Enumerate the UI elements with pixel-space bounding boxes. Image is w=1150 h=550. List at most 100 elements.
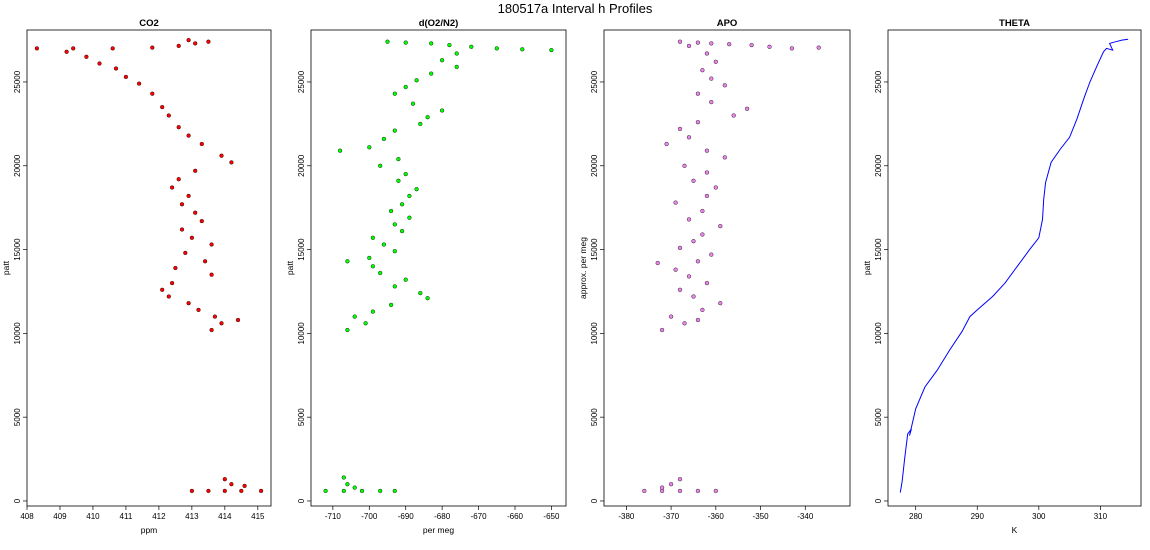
x-tick-label: 280 — [909, 512, 923, 521]
data-point — [709, 41, 714, 46]
data-point — [677, 477, 683, 482]
data-point — [345, 327, 350, 333]
data-point — [682, 163, 687, 168]
data-point — [403, 84, 408, 90]
data-point — [367, 145, 372, 150]
y-axis-label: patt — [1, 260, 11, 275]
data-point — [338, 148, 343, 153]
data-point — [199, 219, 204, 224]
data-point — [370, 235, 375, 240]
data-point — [179, 227, 185, 232]
data-point — [709, 76, 714, 81]
x-tick-label: -370 — [663, 512, 680, 521]
data-point — [209, 242, 214, 247]
data-point — [677, 488, 683, 493]
data-point — [686, 274, 692, 279]
x-tick-label: 413 — [185, 512, 199, 521]
data-point — [677, 245, 683, 250]
data-point — [655, 260, 660, 266]
data-point — [113, 66, 119, 71]
data-point — [392, 128, 397, 133]
data-point — [691, 178, 696, 183]
x-tick-label: 412 — [152, 512, 166, 521]
y-tick-label: 5000 — [590, 408, 599, 426]
data-point — [186, 193, 191, 198]
data-point — [700, 232, 705, 237]
x-tick-label: -340 — [797, 512, 814, 521]
data-point — [186, 133, 191, 138]
data-point — [673, 267, 678, 272]
x-tick-label: -650 — [543, 512, 560, 521]
data-point — [84, 54, 89, 59]
data-point — [520, 47, 525, 52]
y-tick-label: 10000 — [297, 322, 306, 345]
data-point — [704, 193, 709, 198]
x-tick-label: 290 — [971, 512, 985, 521]
panel-apo: APO approx. per meg -380 -370 -360 -350 -340… — [578, 18, 851, 521]
data-point — [389, 208, 394, 214]
data-point — [686, 217, 692, 222]
plot-frame — [26, 29, 272, 507]
data-point — [193, 210, 198, 215]
y-tick-label: 25000 — [13, 70, 22, 93]
y-tick-label: 25000 — [590, 70, 599, 93]
data-point — [222, 477, 227, 482]
data-point — [170, 185, 175, 190]
data-point — [123, 74, 128, 79]
data-point — [71, 46, 76, 51]
data-point — [673, 200, 678, 205]
y-tick-label: 0 — [297, 498, 306, 503]
data-point — [97, 61, 102, 66]
x-tick-label: -690 — [398, 512, 415, 521]
data-point — [239, 488, 244, 493]
plot-frame — [887, 29, 1142, 507]
y-tick-label: 20000 — [13, 154, 22, 177]
data-point — [718, 224, 723, 229]
data-point — [219, 153, 224, 158]
data-point — [166, 294, 171, 299]
data-point — [722, 83, 727, 88]
data-point — [229, 482, 234, 487]
plot-frame — [310, 29, 567, 507]
data-point — [700, 208, 705, 214]
data-point — [440, 108, 445, 113]
data-point — [150, 45, 155, 50]
data-point — [816, 45, 821, 50]
data-point — [203, 259, 208, 264]
y-tick-label: 15000 — [874, 238, 883, 261]
data-point — [718, 301, 723, 306]
data-point — [749, 42, 754, 48]
data-point — [709, 252, 714, 257]
data-point — [359, 488, 365, 493]
y-tick-label: 5000 — [874, 408, 883, 426]
data-point — [418, 121, 423, 126]
data-point — [206, 488, 211, 493]
data-point — [549, 47, 554, 53]
data-point — [400, 229, 405, 234]
data-point — [403, 172, 408, 177]
data-point — [179, 202, 185, 207]
data-point — [789, 46, 794, 51]
data-point — [447, 42, 452, 48]
data-point — [367, 255, 372, 260]
data-point — [222, 488, 227, 493]
x-axis-label: ppm — [141, 525, 158, 535]
data-point — [64, 49, 69, 54]
figure-title: 180517a Interval h Profiles — [498, 1, 653, 16]
data-point — [150, 91, 155, 96]
data-point — [186, 37, 191, 43]
y-tick-label: 25000 — [297, 70, 306, 93]
data-point — [695, 120, 700, 125]
data-point — [713, 488, 718, 493]
data-point — [385, 39, 390, 44]
data-point — [425, 115, 430, 120]
data-point — [664, 141, 669, 147]
y-axis-label: patt — [285, 260, 295, 275]
data-point — [454, 64, 459, 69]
x-tick-label: 411 — [120, 512, 133, 521]
plot-frame — [603, 29, 851, 507]
data-point — [378, 270, 383, 276]
x-tick-label: -700 — [361, 512, 378, 521]
data-point — [389, 302, 394, 307]
x-axis-label: per meg — [423, 525, 454, 535]
